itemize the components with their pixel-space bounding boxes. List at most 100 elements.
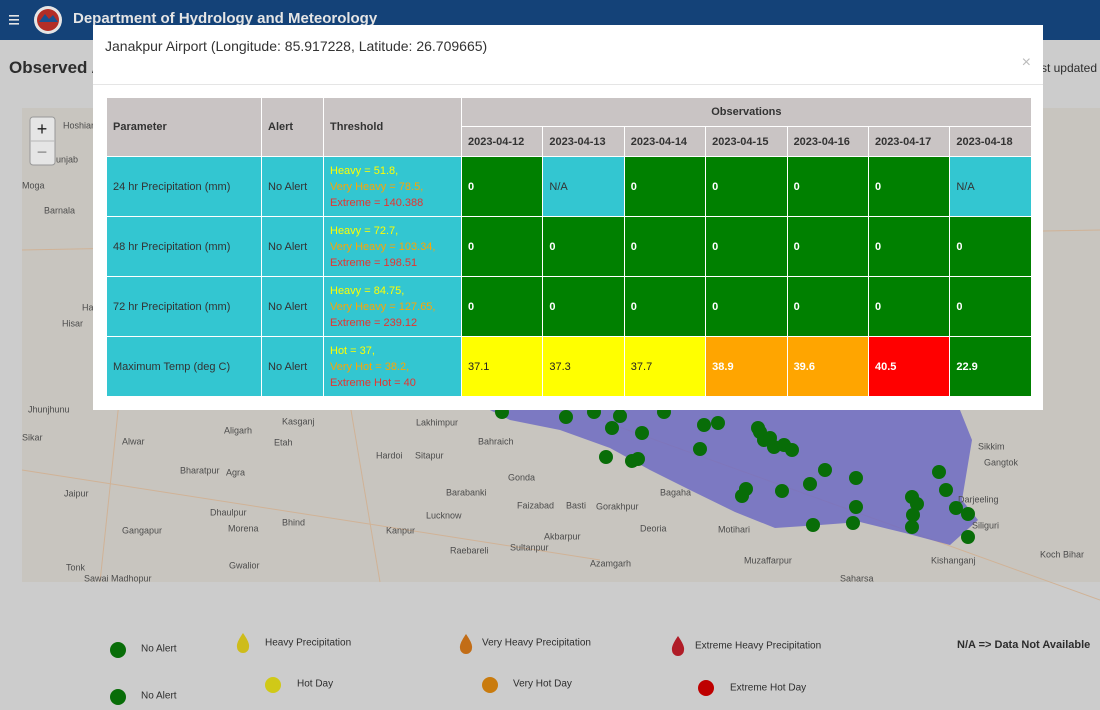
observation-cell: 0 (460, 156, 544, 217)
map-label: Barnala (44, 205, 75, 215)
map-label: Gorakhpur (596, 501, 639, 511)
column-header: Alert (261, 97, 324, 157)
station-marker[interactable] (846, 516, 860, 530)
threshold-line: Heavy = 84.75, (330, 284, 405, 297)
station-marker[interactable] (693, 442, 707, 456)
observation-cell: 0 (867, 276, 951, 337)
observation-cell: 0 (542, 276, 625, 337)
map-label: Raebareli (450, 545, 489, 555)
map-label: Punjab (50, 154, 78, 164)
observation-cell: 38.9 (705, 336, 788, 397)
station-marker[interactable] (559, 410, 573, 424)
last-updated: Last updated (1027, 61, 1097, 75)
station-marker[interactable] (711, 416, 725, 430)
station-marker[interactable] (961, 530, 975, 544)
station-marker[interactable] (961, 507, 975, 521)
date-header: 2023-04-14 (623, 126, 707, 157)
map-label: Akbarpur (544, 531, 581, 541)
station-marker[interactable] (849, 471, 863, 485)
map-label: Morena (228, 523, 259, 533)
zoom-in[interactable]: + (37, 119, 48, 139)
station-marker[interactable] (910, 497, 924, 511)
alert-cell: No Alert (261, 276, 324, 337)
map-label: Siliguri (972, 520, 999, 530)
map-label: Sultanpur (510, 542, 549, 552)
legend-drop (459, 634, 473, 654)
map-label: Gwalior (229, 560, 260, 570)
data-row: 24 hr Precipitation (mm) No Alert Heavy = … (106, 156, 1032, 217)
station-marker[interactable] (735, 489, 749, 503)
station-marker[interactable] (613, 409, 627, 423)
menu-icon[interactable] (9, 15, 19, 25)
station-marker[interactable] (806, 518, 820, 532)
station-marker[interactable] (932, 465, 946, 479)
map-label: Saharsa (840, 573, 874, 583)
map-label: Agra (226, 467, 245, 477)
threshold-line: Heavy = 51.8, (330, 164, 399, 177)
observation-cell: 0 (786, 216, 869, 277)
header-title: Department of Hydrology and Meteorology (73, 10, 378, 27)
station-marker[interactable] (939, 483, 953, 497)
data-row: 72 hr Precipitation (mm) No Alert Heavy = … (106, 276, 1032, 337)
column-header: Parameter (106, 97, 262, 157)
map-label: Etah (274, 437, 293, 447)
map-label: Muzaffarpur (744, 555, 792, 565)
map-label: Alwar (122, 436, 145, 446)
modal: Janakpur Airport (Longitude: 85.917228, … (93, 25, 1043, 410)
legend-label: No Alert (141, 691, 177, 702)
station-marker[interactable] (785, 443, 799, 457)
map-label: Kanpur (386, 525, 415, 535)
observation-cell: 0 (786, 276, 869, 337)
date-header: 2023-04-12 (460, 126, 544, 157)
legend-drop (236, 633, 250, 653)
legend-label: Extreme Hot Day (730, 683, 806, 694)
zoom-out[interactable]: − (37, 142, 48, 162)
date-row: 2023-04-12 2023-04-13 2023-04-14 2023-04-15… (107, 126, 1032, 157)
map-label: Lakhimpur (416, 417, 458, 427)
station-marker[interactable] (635, 426, 649, 440)
station-marker[interactable] (949, 501, 963, 515)
legend-label: Hot Day (297, 679, 333, 690)
threshold-line: Very Heavy = 127.65, (330, 300, 436, 313)
observation-cell: 39.6 (786, 336, 869, 397)
threshold-line: Very Heavy = 78.5, (330, 180, 424, 193)
close-button[interactable]: × (1021, 54, 1031, 71)
station-marker[interactable] (599, 450, 613, 464)
legend-label: Very Hot Day (513, 679, 572, 690)
station-marker[interactable] (775, 484, 789, 498)
logo-mountain (39, 14, 58, 22)
map-label: Deoria (640, 523, 667, 533)
station-marker[interactable] (818, 463, 832, 477)
alert-cell: No Alert (261, 336, 324, 397)
observation-cell: 0 (623, 156, 707, 217)
station-marker[interactable] (906, 508, 920, 522)
observation-cell: 0 (705, 276, 788, 337)
map-label: Sitapur (415, 450, 444, 460)
map-label: Hoshiarpur (63, 120, 107, 130)
station-marker[interactable] (803, 477, 817, 491)
map-label: Azamgarh (590, 558, 631, 568)
station-marker[interactable] (763, 431, 777, 445)
map-label: Bharatpur (180, 465, 220, 475)
date-header: 2023-04-17 (867, 126, 951, 157)
station-marker[interactable] (849, 500, 863, 514)
station-marker[interactable] (697, 418, 711, 432)
map-label: Aligarh (224, 425, 252, 435)
data-row: 48 hr Precipitation (mm) No Alert Heavy = … (106, 216, 1032, 277)
parameter-cell: 72 hr Precipitation (mm) (106, 276, 262, 337)
map-label: Hisar (62, 318, 83, 328)
observation-cell: 0 (460, 276, 544, 337)
threshold-line: Very Heavy = 103.34, (330, 240, 436, 253)
header-row: Parameter Alert Threshold Observations (106, 97, 1032, 157)
map-label: Jaipur (64, 488, 89, 498)
legend-circle (265, 677, 281, 693)
map-label: Kishanganj (931, 555, 976, 565)
observation-table: Parameter Alert Threshold Observations 2023-… (106, 97, 1032, 397)
modal-title: Janakpur Airport (Longitude: 85.917228, … (105, 38, 488, 54)
station-marker[interactable] (631, 452, 645, 466)
station-marker[interactable] (605, 421, 619, 435)
parameter-cell: 24 hr Precipitation (mm) (106, 156, 262, 217)
station-marker[interactable] (905, 520, 919, 534)
data-row: Maximum Temp (deg C) No Alert Hot = 37, Ver… (106, 336, 1032, 397)
legend-label: Very Heavy Precipitation (482, 638, 591, 649)
